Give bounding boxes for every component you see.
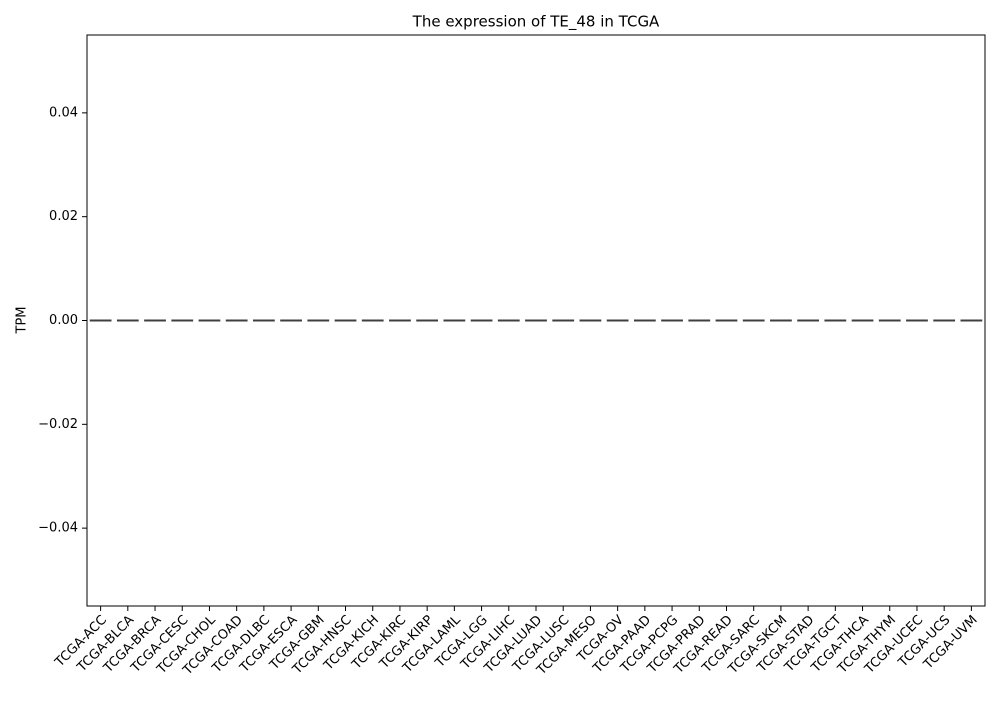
chart-title: The expression of TE_48 in TCGA (412, 13, 660, 32)
y-tick-label: −0.04 (38, 521, 78, 536)
y-tick-label: 0.00 (49, 313, 78, 328)
y-tick-label: 0.04 (49, 105, 78, 120)
y-tick-label: 0.02 (49, 209, 78, 224)
y-axis-label: TPM (15, 307, 30, 335)
y-tick-label: −0.02 (38, 417, 78, 432)
